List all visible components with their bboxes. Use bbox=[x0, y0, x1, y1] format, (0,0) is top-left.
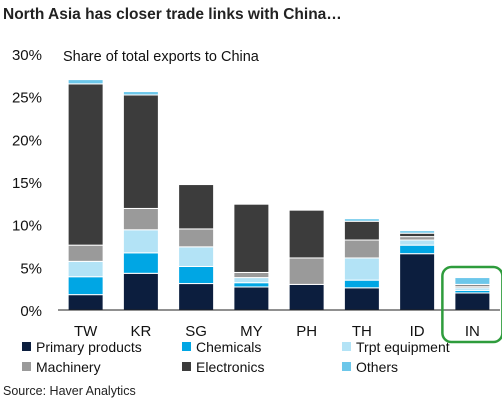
x-axis-tick-labels: TW KR SG MY PH TH ID IN bbox=[74, 323, 480, 340]
bar-segment bbox=[233, 203, 270, 273]
y-tick-label: 20% bbox=[12, 132, 42, 149]
bar-segment bbox=[233, 286, 270, 311]
bar-segment bbox=[122, 207, 159, 231]
bar-segment bbox=[399, 239, 436, 246]
y-tick-label: 10% bbox=[12, 218, 42, 235]
bar-segment bbox=[122, 229, 159, 254]
bar-segment bbox=[67, 294, 104, 311]
bar-segment bbox=[343, 279, 380, 289]
bar-segment bbox=[67, 244, 104, 262]
bar-segment bbox=[67, 260, 104, 278]
bar-segment bbox=[343, 220, 380, 241]
legend-swatch bbox=[182, 362, 191, 371]
legend-label: Machinery bbox=[36, 359, 101, 375]
bar-segment bbox=[343, 257, 380, 281]
bar-segment bbox=[178, 184, 215, 230]
y-tick-label: 30% bbox=[12, 47, 42, 64]
bar-segment bbox=[67, 276, 104, 296]
bar-segment bbox=[67, 83, 104, 246]
bar-segment bbox=[233, 277, 270, 284]
legend-label: Primary products bbox=[36, 339, 142, 355]
y-tick-label: 25% bbox=[12, 90, 42, 107]
x-tick-label: SG bbox=[185, 323, 207, 340]
bar-segment bbox=[288, 209, 325, 259]
bar-segment bbox=[343, 239, 380, 259]
bar-segment bbox=[288, 257, 325, 285]
x-tick-label: IN bbox=[465, 323, 480, 340]
bar-segment bbox=[454, 292, 491, 311]
bar-segment bbox=[122, 91, 159, 96]
bar-segment bbox=[343, 218, 380, 222]
bar-segment bbox=[178, 246, 215, 267]
bar-segment bbox=[233, 271, 270, 279]
legend-swatch bbox=[22, 362, 31, 371]
bar-segment bbox=[122, 252, 159, 274]
x-tick-label: PH bbox=[296, 323, 317, 340]
bar-segment bbox=[288, 283, 325, 311]
bar-segment bbox=[122, 272, 159, 311]
legend-label: Chemicals bbox=[196, 339, 261, 355]
legend-label: Others bbox=[356, 359, 398, 375]
bar-segment bbox=[67, 79, 104, 85]
bar-segment bbox=[122, 94, 159, 209]
legend-swatch bbox=[342, 342, 351, 351]
legend-swatch bbox=[182, 342, 191, 351]
bar-segment bbox=[178, 228, 215, 248]
x-tick-label: TH bbox=[352, 323, 372, 340]
x-tick-label: KR bbox=[130, 323, 151, 340]
y-tick-label: 0% bbox=[20, 303, 42, 320]
bar-segment bbox=[343, 287, 380, 311]
y-tick-label: 15% bbox=[12, 175, 42, 192]
bar-segment bbox=[454, 277, 491, 285]
legend-swatch bbox=[22, 342, 31, 351]
bar-segment bbox=[399, 236, 436, 241]
x-tick-label: TW bbox=[74, 323, 98, 340]
bar-segment bbox=[399, 253, 436, 311]
bars bbox=[67, 79, 491, 311]
y-tick-label: 5% bbox=[20, 260, 42, 277]
legend-label: Electronics bbox=[196, 359, 264, 375]
chart-subtitle: Share of total exports to China bbox=[63, 49, 260, 65]
bar-segment bbox=[399, 244, 436, 255]
bar-segment bbox=[233, 282, 270, 288]
legend-label: Trpt equipment bbox=[356, 339, 450, 355]
x-tick-label: MY bbox=[240, 323, 263, 340]
source-note: Source: Haver Analytics bbox=[3, 384, 136, 398]
x-tick-label: ID bbox=[410, 323, 425, 340]
bar-segment bbox=[178, 265, 215, 285]
bar-segment bbox=[178, 283, 215, 311]
legend: Primary products Chemicals Trpt equipment M… bbox=[22, 339, 450, 375]
y-axis-tick-labels: 0% 5% 10% 15% 20% 25% 30% bbox=[12, 47, 42, 320]
bar-segment bbox=[399, 230, 436, 234]
chart-title: North Asia has closer trade links with C… bbox=[3, 6, 342, 23]
bar-segment bbox=[399, 232, 436, 238]
legend-swatch bbox=[342, 362, 351, 371]
highlight-box bbox=[441, 265, 502, 344]
